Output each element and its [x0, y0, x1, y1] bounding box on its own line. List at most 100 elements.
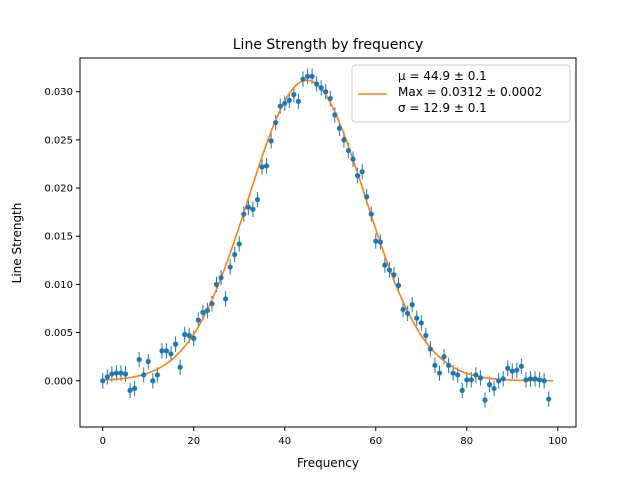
- y-tick-label: 0.000: [44, 376, 73, 387]
- data-point: [450, 370, 456, 376]
- data-point: [514, 367, 520, 373]
- data-point: [268, 138, 274, 144]
- y-tick-label: 0.025: [44, 135, 73, 146]
- data-point: [191, 335, 197, 341]
- y-tick-label: 0.030: [44, 87, 73, 98]
- data-point: [427, 346, 433, 352]
- data-point: [345, 147, 352, 154]
- plot-area: 0 20 40 60 80 100 0.0000.0050.0100.0150.0200.…: [44, 57, 577, 447]
- data-point: [118, 370, 124, 376]
- data-point: [163, 348, 170, 354]
- data-point: [382, 262, 388, 268]
- data-point: [259, 164, 265, 170]
- data-point: [386, 267, 393, 273]
- data-point: [227, 264, 233, 270]
- data-point: [414, 315, 420, 321]
- data-point: [300, 76, 306, 82]
- y-tick-label: 0.010: [44, 280, 73, 291]
- data-point: [459, 387, 465, 393]
- data-point: [405, 310, 411, 316]
- data-point: [527, 376, 534, 382]
- data-point: [182, 331, 188, 338]
- data-point: [141, 372, 147, 378]
- data-point: [172, 341, 179, 347]
- x-axis-ticks: 0 20 40 60 80 100: [100, 427, 567, 447]
- data-point: [491, 385, 497, 392]
- data-point: [532, 376, 538, 382]
- legend: μ = 44.9 ± 0.1 Max = 0.0312 ± 0.0002 σ =…: [351, 64, 571, 123]
- y-tick-label: 0.020: [44, 184, 73, 195]
- data-point: [505, 365, 511, 371]
- data-point: [263, 163, 270, 169]
- x-tick-label: 100: [548, 436, 567, 447]
- legend-box: [351, 64, 571, 123]
- data-point: [168, 351, 174, 357]
- data-point: [213, 281, 220, 288]
- data-points: [100, 73, 552, 403]
- data-point: [341, 137, 347, 143]
- data-point: [473, 372, 479, 378]
- data-point: [418, 320, 424, 326]
- data-point: [391, 272, 397, 278]
- data-point: [104, 374, 110, 380]
- data-point: [254, 197, 261, 203]
- y-axis-ticks: 0.000 0.005 0.010 0.015 0.020 0.025 0.030: [44, 87, 80, 387]
- data-point: [209, 301, 215, 307]
- data-point: [232, 251, 238, 258]
- data-point: [132, 385, 138, 392]
- data-point: [368, 211, 374, 217]
- data-point: [350, 156, 356, 162]
- x-tick-label: 40: [278, 436, 291, 447]
- data-point: [250, 206, 256, 212]
- data-point: [523, 377, 529, 383]
- data-point: [377, 239, 383, 245]
- data-point: [500, 376, 506, 382]
- data-point: [327, 95, 333, 102]
- data-point: [468, 377, 474, 383]
- data-point: [241, 211, 247, 217]
- x-tick-label: 0: [100, 436, 106, 447]
- legend-max-text: Max = 0.0312 ± 0.0002: [398, 85, 542, 99]
- data-point: [113, 370, 120, 376]
- data-point: [518, 363, 524, 369]
- data-point: [195, 317, 201, 323]
- data-point: [318, 85, 324, 91]
- data-point: [295, 98, 302, 104]
- data-point: [536, 377, 543, 383]
- data-point: [496, 378, 502, 384]
- data-point: [464, 377, 470, 383]
- axes-frame: [79, 57, 577, 428]
- data-point: [432, 362, 438, 368]
- y-axis-label: Line Strength: [10, 203, 24, 284]
- data-point: [455, 372, 461, 378]
- data-point: [150, 378, 156, 384]
- data-point: [477, 375, 484, 381]
- x-tick-label: 80: [460, 436, 473, 447]
- data-point: [245, 204, 251, 210]
- data-point: [282, 100, 288, 106]
- data-point: [122, 371, 129, 377]
- data-point: [546, 396, 552, 402]
- data-point: [304, 73, 311, 79]
- data-point: [436, 370, 443, 376]
- data-point: [359, 169, 365, 175]
- data-point: [395, 282, 402, 288]
- data-point: [332, 112, 338, 118]
- data-point: [223, 296, 229, 302]
- data-point: [314, 81, 320, 87]
- data-point: [159, 348, 165, 354]
- data-point: [109, 371, 115, 377]
- data-point: [373, 238, 379, 244]
- data-point: [277, 103, 283, 109]
- data-point: [204, 307, 211, 314]
- data-point: [291, 92, 297, 98]
- x-tick-label: 20: [187, 436, 200, 447]
- data-point: [482, 397, 488, 403]
- data-point: [236, 241, 242, 247]
- data-point: [273, 119, 279, 126]
- data-point: [364, 194, 370, 200]
- data-point: [400, 306, 406, 313]
- data-point: [509, 368, 515, 374]
- data-point: [323, 89, 329, 95]
